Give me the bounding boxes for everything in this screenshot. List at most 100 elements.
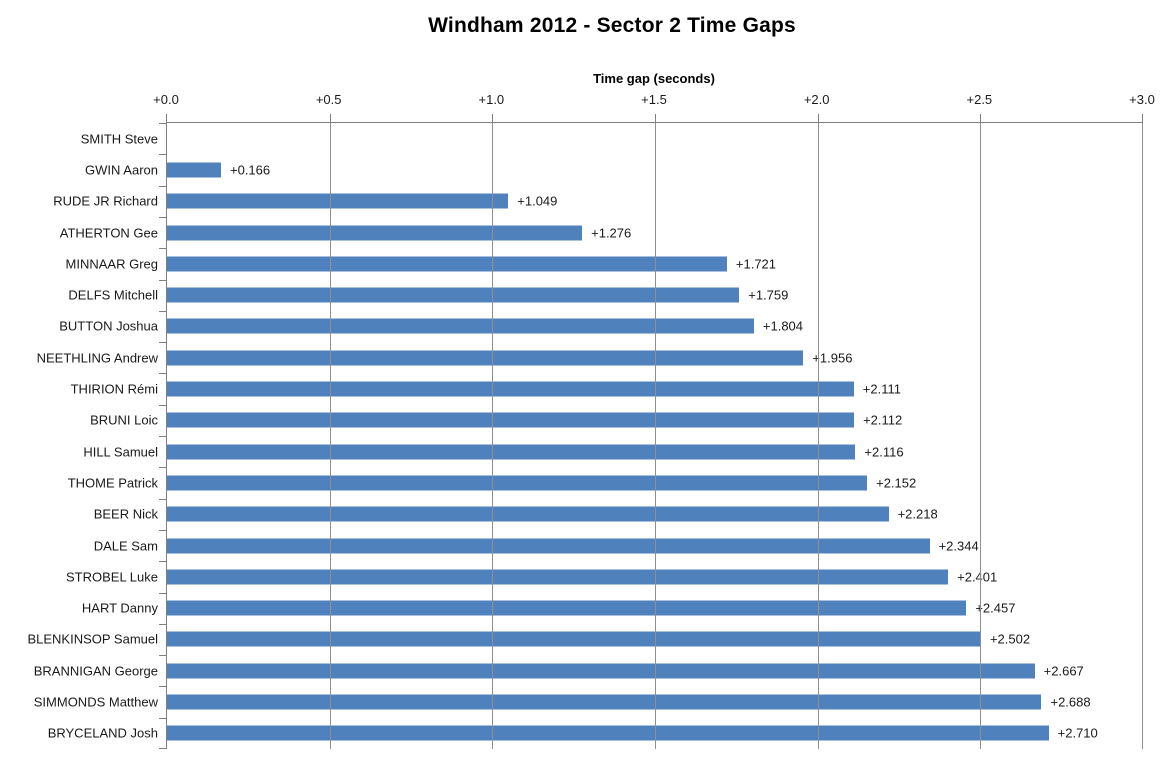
y-axis-tick — [159, 342, 167, 344]
x-tick-label: +2.5 — [966, 92, 993, 107]
category-label: BRANNIGAN George — [33, 663, 158, 679]
y-axis-tick — [159, 154, 167, 156]
y-axis-tick — [159, 498, 167, 500]
bar — [167, 225, 583, 241]
gridline — [492, 123, 494, 749]
bar — [167, 569, 949, 585]
bar — [167, 412, 855, 428]
chart-title: Windham 2012 - Sector 2 Time Gaps — [428, 14, 796, 37]
plot-area: SMITH Steve GWIN Aaron +0.166 RUDE JR Richa… — [27, 114, 1143, 749]
bar-row: THOME Patrick +2.152 — [68, 467, 1143, 498]
bar-row: GWIN Aaron +0.166 — [85, 154, 1143, 185]
gridline — [980, 123, 982, 749]
bar-row: BRYCELAND Josh +2.710 — [48, 718, 1143, 749]
category-label: HILL Samuel — [83, 444, 158, 460]
bar — [167, 538, 930, 553]
category-label: GWIN Aaron — [85, 162, 158, 178]
x-axis-tick — [980, 114, 982, 123]
bar — [167, 694, 1042, 710]
bar-row: BEER Nick +2.218 — [94, 499, 1143, 530]
category-label: SIMMONDS Matthew — [33, 694, 158, 710]
bar-value-label: +2.688 — [1050, 694, 1091, 710]
x-tick-label: +3.0 — [1129, 92, 1155, 107]
bar-value-label: +2.218 — [897, 506, 938, 522]
x-axis-tick — [166, 114, 167, 123]
y-axis-tick — [159, 623, 167, 625]
y-axis-tick — [159, 248, 167, 250]
category-label: RUDE JR Richard — [53, 193, 158, 209]
bar — [167, 475, 868, 491]
bar — [167, 663, 1035, 679]
x-axis-tick — [817, 114, 819, 123]
x-axis-tick — [1142, 114, 1143, 123]
category-label: THIRION Rémi — [70, 381, 158, 397]
bar-row: ATHERTON Gee +1.276 — [60, 217, 1143, 248]
y-axis-tick — [159, 123, 167, 124]
bar-value-label: +2.111 — [862, 381, 901, 397]
category-label: BEER Nick — [93, 506, 158, 522]
bar — [167, 600, 967, 616]
y-axis-tick — [159, 561, 167, 563]
x-tick-label: +1.0 — [478, 92, 505, 107]
bar-row: RUDE JR Richard +1.049 — [53, 186, 1143, 217]
bar — [167, 193, 509, 209]
bar — [167, 287, 740, 303]
bar-value-label: +0.166 — [230, 162, 271, 178]
bar-value-label: +1.956 — [812, 350, 853, 366]
category-label: MINNAAR Greg — [65, 256, 158, 272]
x-axis-title: Time gap (seconds) — [593, 71, 715, 86]
y-axis-tick — [159, 310, 167, 312]
bar-row: THIRION Rémi +2.111 — [71, 373, 1143, 404]
bar-value-label: +1.721 — [735, 256, 777, 272]
bar-value-label: +1.276 — [591, 225, 632, 241]
bar-row: SIMMONDS Matthew +2.688 — [34, 686, 1143, 717]
bar-value-label: +2.112 — [863, 412, 903, 428]
category-label: HART Danny — [81, 600, 158, 616]
y-axis-tick — [159, 686, 167, 688]
bar-value-label: +2.344 — [938, 538, 979, 553]
bar — [167, 350, 804, 366]
bar-row: BLENKINSOP Samuel +2.502 — [27, 624, 1143, 655]
bar-value-label: +1.049 — [517, 193, 558, 209]
category-label: NEETHLING Andrew — [36, 350, 158, 366]
y-axis-tick — [159, 748, 167, 749]
category-label: SMITH Steve — [80, 131, 158, 147]
x-tick-label: +0.5 — [315, 92, 342, 107]
x-axis-tick-labels: +0.0 +0.5 +1.0 +1.5 +2.0 +2.5 +3.0 — [153, 92, 1155, 110]
y-axis-tick — [159, 467, 167, 469]
y-axis-tick — [159, 373, 167, 375]
bar-value-label: +2.502 — [989, 631, 1031, 647]
bar — [167, 381, 854, 397]
bar-value-label: +1.804 — [762, 318, 804, 334]
bar-row: SMITH Steve — [81, 123, 1143, 154]
x-tick-label: +1.5 — [641, 92, 667, 107]
category-label: BRUNI Loic — [90, 412, 158, 428]
bar-row: DELFS Mitchell +1.759 — [68, 279, 1143, 310]
bar-row: NEETHLING Andrew +1.956 — [37, 342, 1143, 373]
category-label: THOME Patrick — [67, 475, 158, 491]
category-label: BLENKINSOP Samuel — [27, 631, 158, 647]
bar-value-label: +2.401 — [957, 569, 998, 585]
gridline — [655, 123, 656, 749]
x-axis-tick — [329, 114, 331, 123]
category-label: BUTTON Joshua — [59, 318, 158, 334]
y-axis-tick — [159, 185, 167, 187]
category-label: STROBEL Luke — [65, 569, 158, 585]
bar-row: MINNAAR Greg +1.721 — [66, 248, 1143, 279]
y-axis-tick — [159, 717, 167, 719]
bar-row: BUTTON Joshua +1.804 — [59, 311, 1143, 342]
bar-row: HART Danny +2.457 — [82, 592, 1143, 623]
gridline — [817, 123, 819, 749]
bar-value-label: +1.759 — [748, 287, 789, 303]
bar — [167, 444, 856, 460]
bar-value-label: +2.457 — [975, 600, 1016, 616]
y-axis-tick — [159, 436, 167, 437]
y-axis-tick — [159, 529, 167, 531]
gridline — [329, 123, 331, 749]
bar-value-label: +2.116 — [864, 444, 904, 460]
y-axis-tick — [159, 404, 167, 406]
x-axis-tick — [655, 114, 656, 123]
bar-value-label: +2.710 — [1057, 725, 1098, 741]
bar-row: DALE Sam +2.344 — [94, 530, 1143, 561]
